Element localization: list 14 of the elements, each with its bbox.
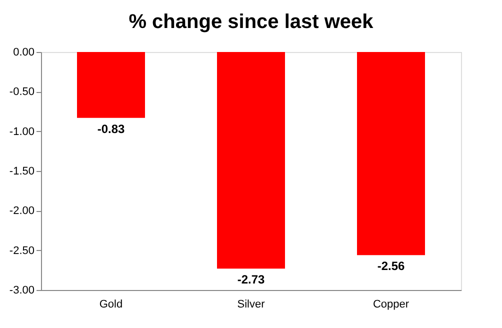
y-tick-label: -2.00 xyxy=(9,205,34,218)
data-label: -0.83 xyxy=(97,122,125,136)
y-tick-label: -1.50 xyxy=(9,166,34,178)
y-tick-label: -2.50 xyxy=(9,244,34,257)
chart-title: % change since last week xyxy=(128,11,374,33)
data-label: -2.73 xyxy=(237,272,265,287)
x-tick-label: Gold xyxy=(99,298,123,310)
x-tick-label: Silver xyxy=(237,298,266,310)
y-tick-label: -0.50 xyxy=(9,86,34,98)
data-label: -2.56 xyxy=(377,259,405,274)
y-tick-label: -1.00 xyxy=(9,126,34,138)
y-tick-label: -3.00 xyxy=(9,284,34,296)
x-tick-label: Copper xyxy=(372,298,410,310)
y-tick-label: 0.00 xyxy=(13,46,34,58)
